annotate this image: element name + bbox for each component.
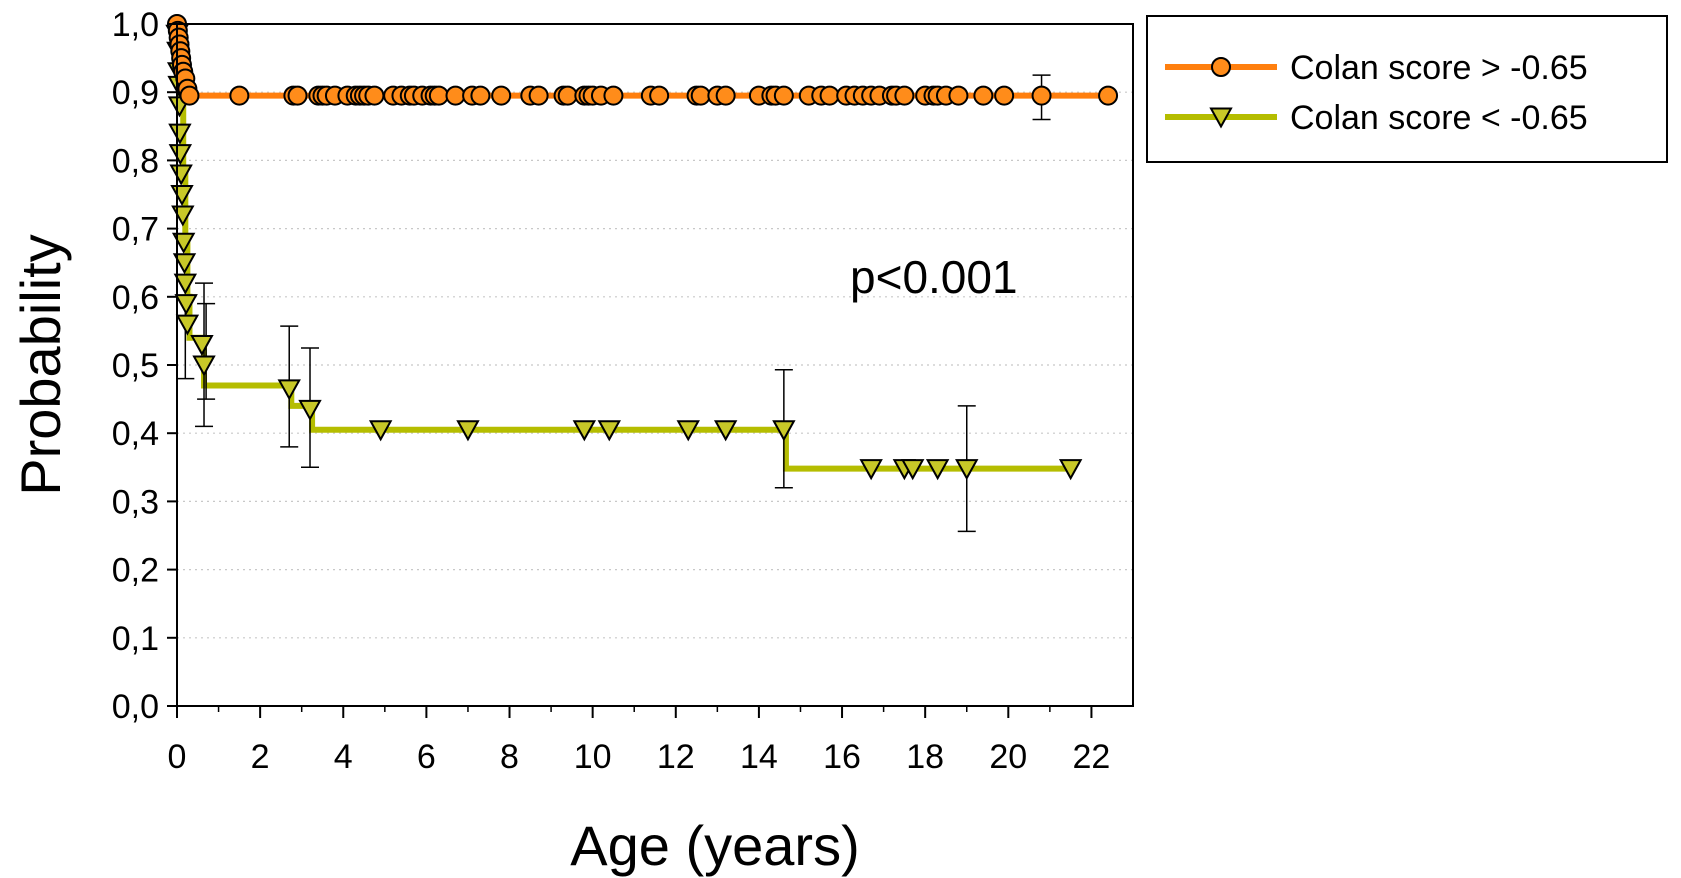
x-tick-label: 14 (740, 738, 778, 776)
data-point-triangle (174, 294, 198, 316)
data-point-triangle (713, 420, 738, 442)
legend-circle-marker (1211, 57, 1231, 77)
data-point-triangle (676, 420, 700, 442)
data-point-triangle (171, 232, 196, 254)
x-tick-label: 4 (334, 738, 353, 776)
data-point-triangle (859, 459, 883, 481)
data-point-circle (229, 85, 250, 106)
y-tick-label: 1,0 (112, 6, 159, 44)
p-value-annotation: p<0.001 (850, 251, 1018, 303)
data-point-triangle (172, 253, 197, 275)
data-point-triangle (772, 420, 796, 442)
y-tick-label: 0,0 (112, 688, 159, 726)
grid-lines (177, 91, 1133, 639)
data-point-triangle (298, 399, 322, 421)
data-point-circle (557, 85, 578, 106)
legend-box (1146, 15, 1668, 163)
data-point-circle (445, 85, 466, 106)
data-point-triangle (168, 123, 192, 145)
data-point-triangle (597, 420, 621, 442)
y-tick-label: 0,8 (112, 142, 159, 180)
data-point-circle (994, 85, 1015, 106)
data-point-triangle (1058, 459, 1083, 481)
y-tick-label: 0,9 (112, 74, 159, 112)
data-point-triangle (572, 420, 597, 442)
data-point-triangle (456, 420, 480, 442)
data-point-circle (894, 85, 915, 106)
y-tick-label: 0,2 (112, 552, 159, 590)
data-point-circle (690, 85, 711, 106)
data-point-circle (179, 85, 200, 106)
legend-marker-series-1 (1211, 57, 1231, 77)
data-point-circle (603, 85, 624, 106)
x-tick-label: 8 (500, 738, 519, 776)
x-tick-label: 10 (574, 738, 612, 776)
legend-triangle-marker (1209, 107, 1233, 129)
data-point-triangle (277, 379, 301, 401)
data-point-circle (528, 85, 549, 106)
data-point-circle (1031, 85, 1052, 106)
y-tick-label: 0,1 (112, 620, 159, 658)
data-point-triangle (901, 459, 925, 481)
data-point-circle (649, 85, 670, 106)
x-tick-label: 20 (989, 738, 1027, 776)
y-tick-label: 0,4 (112, 415, 159, 453)
legend-label-series-1: Colan score > -0.65 (1290, 49, 1588, 87)
x-tick-label: 12 (657, 738, 695, 776)
data-point-triangle (955, 459, 979, 481)
data-point-circle (715, 85, 736, 106)
x-axis-title: Age (years) (570, 814, 859, 877)
error-bar (195, 282, 214, 428)
data-point-triangle (170, 185, 194, 207)
data-point-circle (491, 85, 512, 106)
x-tick-label: 0 (168, 738, 187, 776)
legend-label-series-2: Colan score < -0.65 (1290, 99, 1588, 137)
data-point-triangle (173, 273, 198, 295)
series-layer (165, 14, 1119, 533)
data-point-triangle (925, 459, 950, 481)
data-point-circle (287, 85, 308, 106)
y-tick-label: 0,6 (112, 279, 159, 317)
data-point-triangle (168, 144, 193, 166)
error-bar (197, 302, 216, 400)
legend-marker-series-2 (1209, 107, 1233, 129)
data-point-circle (364, 85, 385, 106)
data-point-triangle (190, 335, 214, 357)
legend: Colan score > -0.65 Colan score < -0.65 (1146, 15, 1668, 163)
y-tick-label: 0,7 (112, 211, 159, 249)
data-point-circle (973, 85, 994, 106)
data-point-triangle (368, 420, 393, 442)
x-tick-label: 22 (1073, 738, 1111, 776)
data-point-circle (470, 85, 491, 106)
x-tick-label: 2 (251, 738, 270, 776)
data-point-circle (948, 85, 969, 106)
data-point-triangle (171, 205, 195, 227)
axis-ticks: 0,0 0,1 0,2 0,3 0,4 0,5 0,6 0,7 0,8 0,9 1,0 0 2 4 6 8 10… (112, 6, 1111, 776)
x-tick-label: 16 (823, 738, 861, 776)
x-tick-label: 6 (417, 738, 436, 776)
plot-frame (176, 23, 1134, 707)
y-axis-title: Probability (9, 234, 72, 495)
x-tick-label: 18 (906, 738, 944, 776)
data-point-circle (428, 85, 449, 106)
data-point-triangle (192, 355, 216, 377)
y-tick-label: 0,3 (112, 483, 159, 521)
y-tick-label: 0,5 (112, 347, 159, 385)
series-line (174, 21, 1109, 99)
data-point-circle (1098, 85, 1119, 106)
data-point-triangle (175, 314, 200, 336)
data-point-circle (819, 85, 840, 106)
series-1 (167, 14, 1119, 121)
data-point-circle (773, 85, 794, 106)
